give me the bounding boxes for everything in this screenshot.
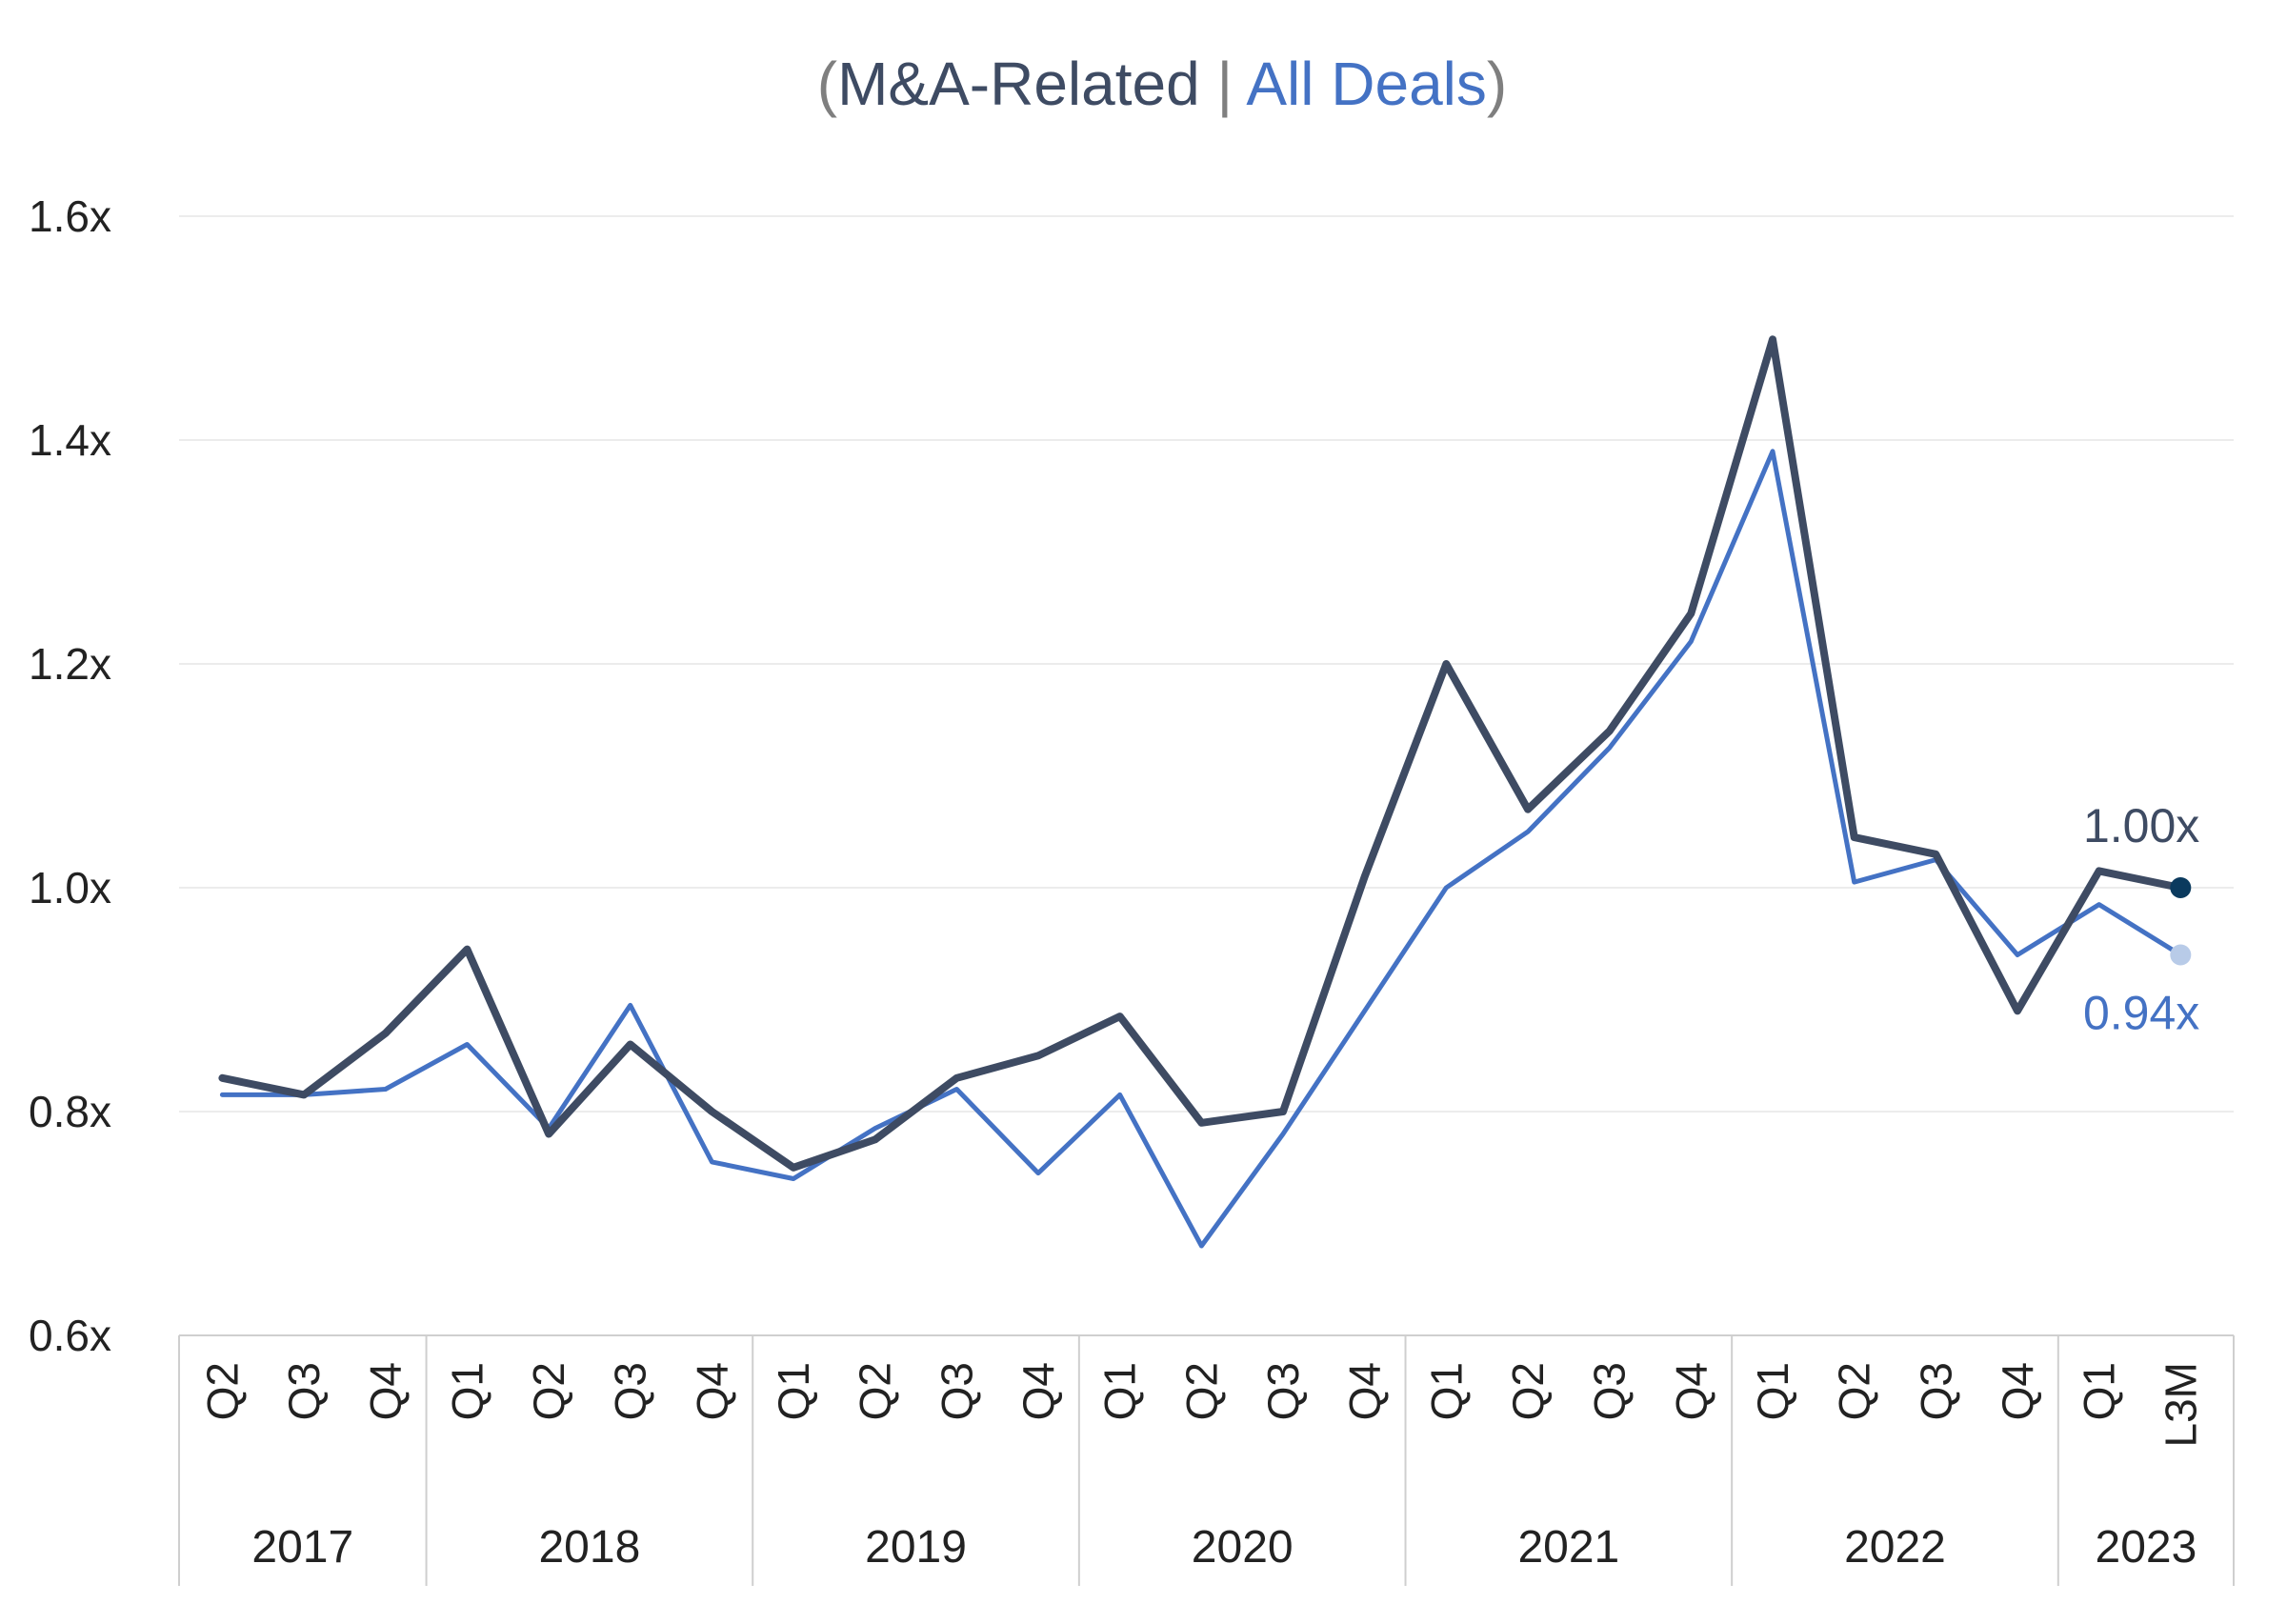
end-marker-ma-related: [2170, 877, 2192, 898]
end-marker-all-deals: [2170, 944, 2192, 966]
x-axis: Q2 Q3 Q4 Q1 Q2 Q3 Q4 Q1 Q2 Q3 Q4 Q1 Q2 Q3 Q4 Q1 Q2 Q3 Q4 Q1…: [178, 1334, 2235, 1586]
end-label-ma-related: 1.00x: [2083, 799, 2199, 852]
x-category-label: Q3: [1585, 1362, 1635, 1420]
y-tick-label: 1.2x: [29, 639, 111, 689]
data-labels: 1.00x 0.94x: [2083, 799, 2199, 1040]
x-group-label: 2021: [1517, 1522, 1619, 1573]
x-category-label: Q4: [1666, 1362, 1715, 1420]
x-category-label: Q1: [1095, 1362, 1145, 1420]
y-tick-label: 0.8x: [29, 1087, 111, 1136]
title-separator: |: [1200, 50, 1247, 118]
x-category-label: Q3: [279, 1362, 329, 1420]
x-category-label: Q3: [1911, 1362, 1960, 1420]
x-category-label: Q4: [1340, 1362, 1390, 1420]
x-category-label: Q2: [1176, 1362, 1226, 1420]
series: [218, 335, 2185, 1249]
x-category-label: Q1: [769, 1362, 818, 1420]
x-category-label: L3M: [2156, 1362, 2205, 1447]
y-axis: 0.6x 0.8x 1.0x 1.2x 1.4x 1.6x: [29, 191, 111, 1360]
x-group-label: 2019: [865, 1522, 967, 1573]
series-line-ma-related: [218, 335, 2185, 1172]
x-category-label: Q2: [197, 1362, 247, 1420]
x-category-label: Q3: [1258, 1362, 1308, 1420]
x-category-label: Q1: [2075, 1362, 2124, 1420]
x-category-label: Q3: [606, 1362, 655, 1420]
x-category-label: Q1: [442, 1362, 492, 1420]
title-series-all: All Deals: [1246, 50, 1487, 118]
x-category-label: Q1: [1421, 1362, 1471, 1420]
gridlines: [179, 215, 2234, 1113]
x-category-label: Q2: [851, 1362, 900, 1420]
x-category-label: Q4: [1013, 1362, 1063, 1420]
y-tick-label: 1.0x: [29, 863, 111, 912]
end-label-all-deals: 0.94x: [2083, 987, 2199, 1040]
y-tick-label: 1.6x: [29, 191, 111, 241]
chart-title: (M&A-Related | All Deals): [817, 50, 1507, 118]
x-category-label: Q3: [932, 1362, 981, 1420]
x-group-label: 2018: [538, 1522, 640, 1573]
series-line-all-deals: [219, 449, 2183, 1249]
x-category-label: Q4: [687, 1362, 736, 1420]
x-group-label: 2023: [2096, 1522, 2197, 1573]
x-category-label: Q4: [1993, 1362, 2042, 1420]
x-group-label: 2017: [251, 1522, 353, 1573]
title-series-ma: M&A-Related: [837, 50, 1200, 118]
x-group-label: 2022: [1844, 1522, 1946, 1573]
x-category-label: Q4: [361, 1362, 411, 1420]
title-open-paren: (: [817, 50, 837, 118]
x-category-label: Q2: [1830, 1362, 1879, 1420]
x-category-label: Q2: [1503, 1362, 1553, 1420]
x-group-label: 2020: [1192, 1522, 1294, 1573]
title-close-paren: ): [1487, 50, 1507, 118]
x-category-label: Q1: [1748, 1362, 1797, 1420]
y-tick-label: 1.4x: [29, 415, 111, 465]
y-tick-label: 0.6x: [29, 1311, 111, 1360]
x-category-label: Q2: [524, 1362, 573, 1420]
